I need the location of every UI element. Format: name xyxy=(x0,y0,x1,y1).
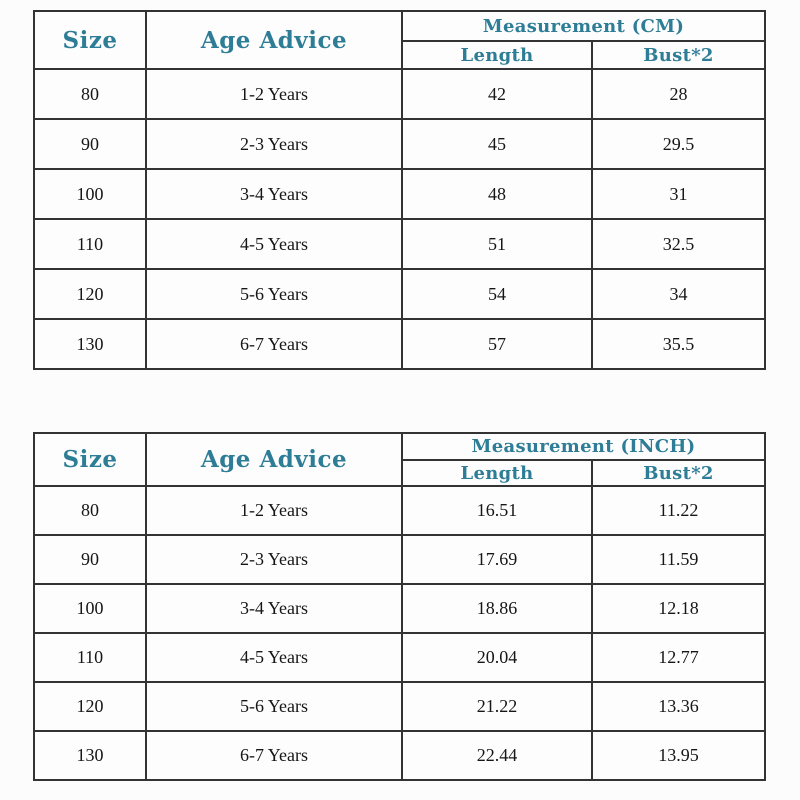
length-cell: 17.69 xyxy=(401,534,593,585)
bust-cell: 32.5 xyxy=(590,218,767,270)
size-cell: 80 xyxy=(33,485,147,536)
size-cell: 120 xyxy=(33,268,147,320)
size-chart-table-inch: Size Age Advice Measurement (INCH) Lengt… xyxy=(33,432,767,781)
age-cell: 5-6 Years xyxy=(145,681,403,732)
table-row: 110 4-5 Years 51 32.5 xyxy=(33,218,767,270)
age-cell: 5-6 Years xyxy=(145,268,403,320)
age-cell: 6-7 Years xyxy=(145,318,403,370)
length-cell: 20.04 xyxy=(401,632,593,683)
table-row: 130 6-7 Years 57 35.5 xyxy=(33,318,767,370)
bust-cell: 11.22 xyxy=(590,485,767,536)
age-cell: 2-3 Years xyxy=(145,118,403,170)
length-cell: 16.51 xyxy=(401,485,593,536)
length-cell: 51 xyxy=(401,218,593,270)
table-row: 120 5-6 Years 21.22 13.36 xyxy=(33,681,767,732)
size-cell: 120 xyxy=(33,681,147,732)
length-cell: 22.44 xyxy=(401,730,593,781)
age-cell: 6-7 Years xyxy=(145,730,403,781)
bust-cell: 35.5 xyxy=(590,318,767,370)
bust-cell: 28 xyxy=(590,68,767,120)
length-cell: 54 xyxy=(401,268,593,320)
table-row: 100 3-4 Years 48 31 xyxy=(33,168,767,220)
measurement-cm-group-header: Measurement (CM) xyxy=(400,10,767,42)
length-cell: 57 xyxy=(401,318,593,370)
size-cell: 80 xyxy=(33,68,147,120)
length-column-header: Length xyxy=(401,40,593,70)
size-cell: 130 xyxy=(33,318,147,370)
age-cell: 1-2 Years xyxy=(145,485,403,536)
size-cell: 100 xyxy=(33,168,147,220)
bust-cell: 12.18 xyxy=(590,583,767,634)
bust-column-header: Bust*2 xyxy=(590,459,767,487)
measurement-inch-group-header: Measurement (INCH) xyxy=(400,432,767,461)
size-cell: 90 xyxy=(33,118,147,170)
table-row: 110 4-5 Years 20.04 12.77 xyxy=(33,632,767,683)
bust-cell: 13.95 xyxy=(590,730,767,781)
size-column-header: Size xyxy=(33,432,147,487)
bust-cell: 34 xyxy=(590,268,767,320)
table-row: 90 2-3 Years 45 29.5 xyxy=(33,118,767,170)
size-cell: 110 xyxy=(33,218,147,270)
age-cell: 3-4 Years xyxy=(145,168,403,220)
length-cell: 18.86 xyxy=(401,583,593,634)
age-cell: 2-3 Years xyxy=(145,534,403,585)
bust-cell: 11.59 xyxy=(590,534,767,585)
age-cell: 3-4 Years xyxy=(145,583,403,634)
table-row: 90 2-3 Years 17.69 11.59 xyxy=(33,534,767,585)
table-row: 80 1-2 Years 16.51 11.22 xyxy=(33,485,767,536)
size-cell: 130 xyxy=(33,730,147,781)
table-row: 130 6-7 Years 22.44 13.95 xyxy=(33,730,767,781)
length-cell: 45 xyxy=(401,118,593,170)
size-column-header: Size xyxy=(33,10,147,70)
table-row: 120 5-6 Years 54 34 xyxy=(33,268,767,320)
size-cell: 90 xyxy=(33,534,147,585)
length-cell: 21.22 xyxy=(401,681,593,732)
size-chart-table-cm: Size Age Advice Measurement (CM) Length … xyxy=(33,10,767,370)
bust-cell: 29.5 xyxy=(590,118,767,170)
length-cell: 42 xyxy=(401,68,593,120)
bust-column-header: Bust*2 xyxy=(590,40,767,70)
age-cell: 4-5 Years xyxy=(145,632,403,683)
bust-cell: 12.77 xyxy=(590,632,767,683)
table-row: 100 3-4 Years 18.86 12.18 xyxy=(33,583,767,634)
age-cell: 1-2 Years xyxy=(145,68,403,120)
age-advice-column-header: Age Advice xyxy=(145,10,403,70)
length-column-header: Length xyxy=(401,459,593,487)
age-advice-column-header: Age Advice xyxy=(145,432,403,487)
length-cell: 48 xyxy=(401,168,593,220)
size-cell: 110 xyxy=(33,632,147,683)
size-cell: 100 xyxy=(33,583,147,634)
age-cell: 4-5 Years xyxy=(145,218,403,270)
table-row: 80 1-2 Years 42 28 xyxy=(33,68,767,120)
bust-cell: 31 xyxy=(590,168,767,220)
bust-cell: 13.36 xyxy=(590,681,767,732)
